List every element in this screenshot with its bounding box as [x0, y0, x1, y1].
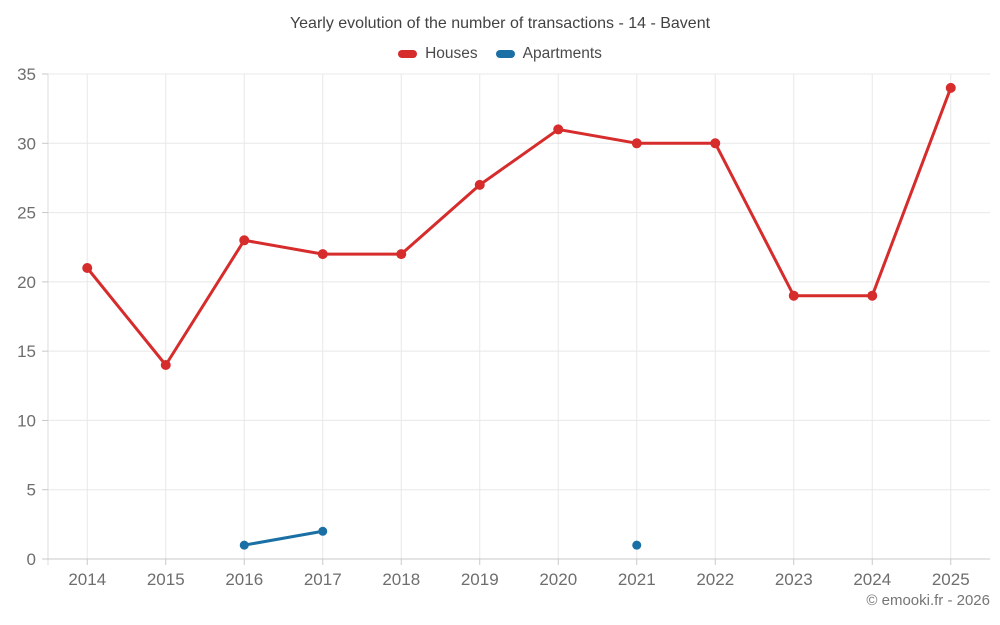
houses-point[interactable]	[82, 263, 93, 273]
x-tick-label: 2019	[461, 570, 499, 589]
y-tick-label: 30	[17, 134, 36, 153]
y-tick-label: 35	[17, 65, 36, 84]
apartments-point[interactable]	[632, 540, 642, 550]
chart-title: Yearly evolution of the number of transa…	[289, 15, 711, 32]
legend-swatch-apartments	[495, 50, 515, 58]
houses-point[interactable]	[396, 249, 407, 260]
y-tick-label: 0	[27, 550, 36, 569]
x-tick-label: 2025	[932, 570, 970, 589]
houses-point[interactable]	[239, 235, 250, 246]
legend: Houses Apartments	[0, 45, 1000, 63]
apartments-point[interactable]	[318, 526, 328, 536]
x-tick-label: 2020	[539, 570, 577, 589]
y-tick-label: 20	[17, 273, 36, 292]
apartments-line	[242, 529, 325, 547]
legend-label: Houses	[425, 45, 478, 62]
legend-item-apartments[interactable]: Apartments	[495, 45, 602, 63]
x-tick-label: 2024	[853, 570, 891, 589]
y-tick-label: 15	[17, 342, 36, 361]
houses-point[interactable]	[788, 290, 799, 301]
x-tick-label: 2014	[68, 570, 106, 589]
houses-point[interactable]	[945, 82, 956, 93]
legend-label: Apartments	[522, 45, 602, 62]
x-tick-label: 2023	[775, 570, 813, 589]
houses-point[interactable]	[710, 138, 721, 149]
x-tick-label: 2018	[382, 570, 420, 589]
x-tick-label: 2015	[147, 570, 185, 589]
credits-link[interactable]: © emooki.fr - 2026	[866, 592, 990, 609]
x-tick-label: 2021	[618, 570, 656, 589]
x-tick-label: 2017	[304, 570, 342, 589]
houses-line	[85, 86, 953, 367]
legend-item-houses[interactable]: Houses	[398, 45, 478, 63]
legend-swatch-houses	[398, 50, 418, 58]
x-tick-label: 2022	[696, 570, 734, 589]
houses-point[interactable]	[631, 138, 642, 149]
y-tick-label: 25	[17, 204, 36, 223]
y-tick-label: 5	[27, 481, 36, 500]
houses-point[interactable]	[553, 124, 564, 135]
houses-point[interactable]	[160, 360, 171, 370]
houses-point[interactable]	[317, 249, 328, 260]
houses-point[interactable]	[867, 290, 878, 301]
apartments-point[interactable]	[239, 540, 249, 550]
y-tick-label: 10	[17, 411, 36, 430]
x-tick-label: 2016	[225, 570, 263, 589]
houses-point[interactable]	[474, 179, 485, 190]
